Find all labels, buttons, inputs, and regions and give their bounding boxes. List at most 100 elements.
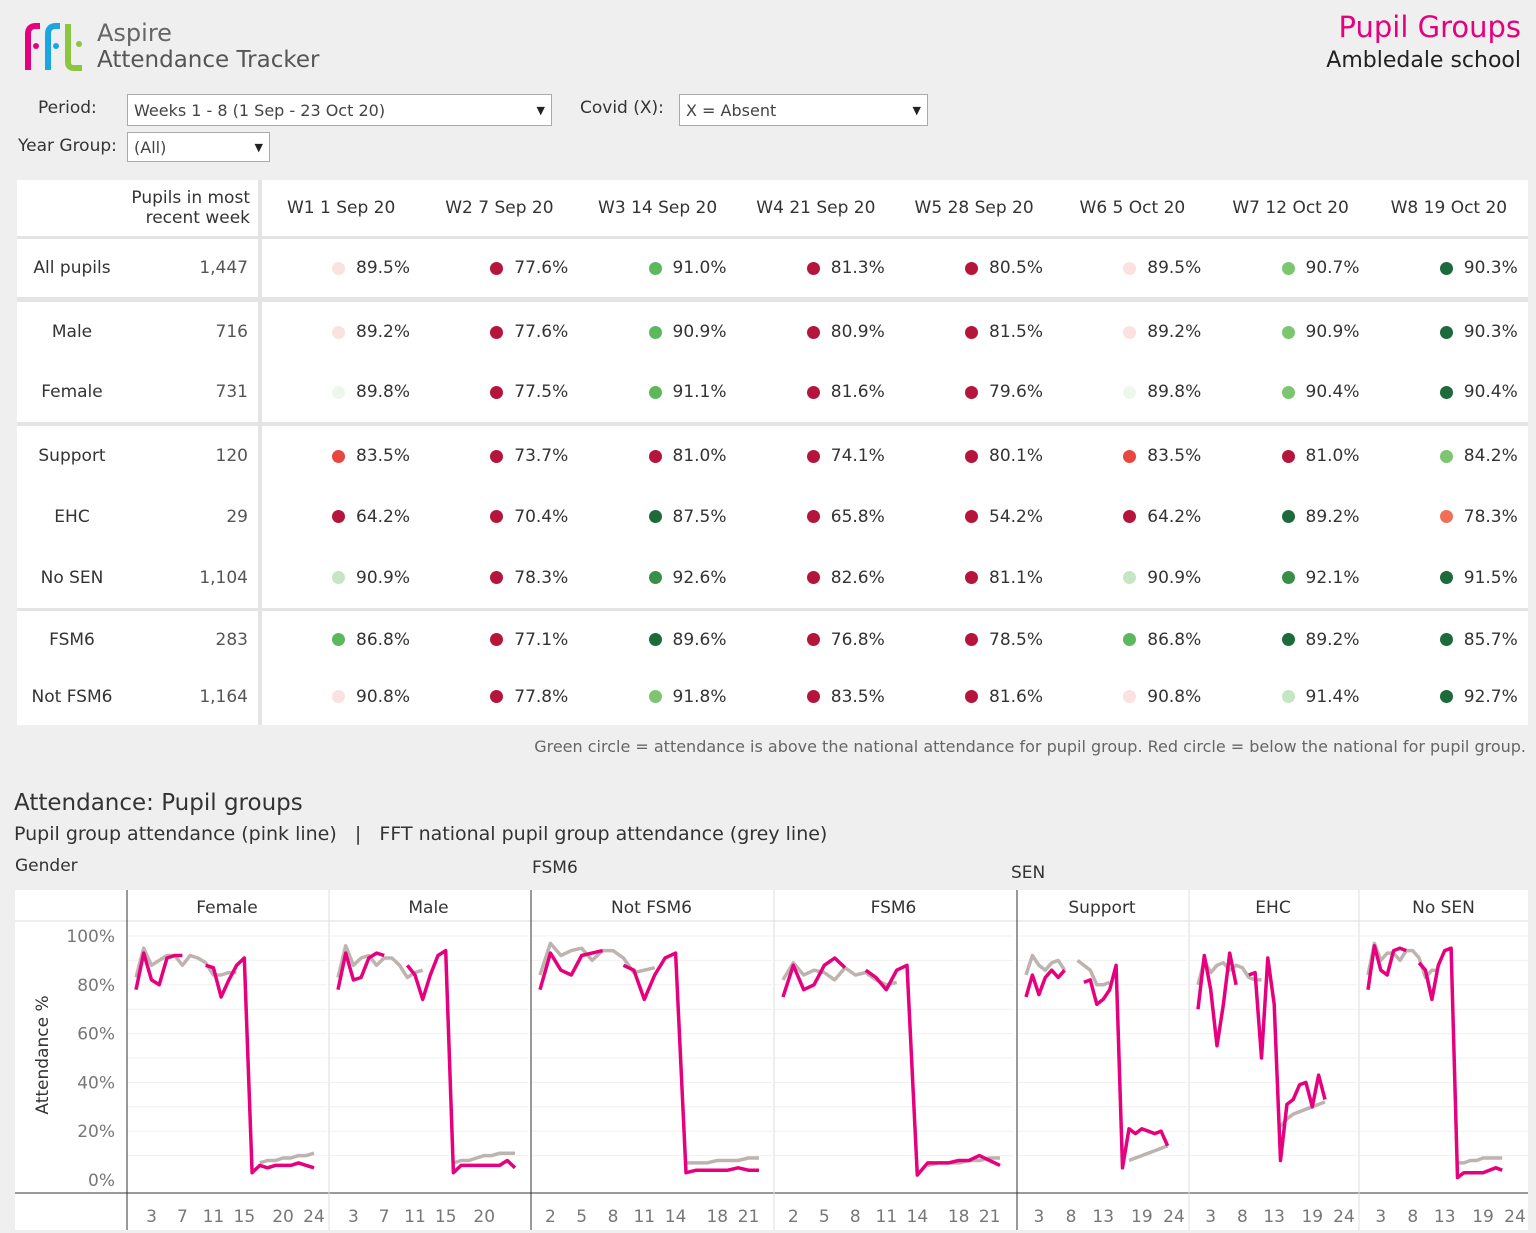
table-cell: 54.2% <box>895 487 1053 548</box>
attendance-value: 90.3% <box>1463 258 1518 278</box>
attendance-value: 64.2% <box>1147 506 1202 527</box>
x-tick-label: 21 <box>738 1207 760 1227</box>
status-dot-icon <box>332 633 345 646</box>
table-cell: 77.5% <box>420 362 578 422</box>
x-tick-label: 20 <box>272 1207 294 1227</box>
attendance-value: 80.1% <box>989 446 1044 467</box>
status-dot-icon <box>490 633 504 646</box>
table-cell: 78.3% <box>1370 487 1528 548</box>
table-cell: 74.1% <box>737 426 895 487</box>
fft-logo <box>25 23 82 71</box>
x-tick-label: 18 <box>706 1207 728 1227</box>
charts-title: Attendance: Pupil groups <box>14 790 303 816</box>
table-cell: 77.1% <box>420 611 578 668</box>
y-tick-label: 60% <box>77 1025 115 1045</box>
x-tick-label: 7 <box>177 1207 188 1227</box>
table-cell: 92.6% <box>579 547 737 608</box>
status-dot-icon <box>806 261 820 275</box>
attendance-value: 91.4% <box>1305 686 1360 707</box>
attendance-value: 90.8% <box>356 686 411 707</box>
attendance-value: 74.1% <box>830 446 885 467</box>
week-header: W5 28 Sep 20 <box>914 198 1034 218</box>
attendance-value: 90.9% <box>672 322 727 342</box>
column-divider <box>258 426 262 487</box>
attendance-value: 86.8% <box>1147 629 1202 650</box>
table-cell: 84.2% <box>1370 426 1528 487</box>
status-dot-icon <box>490 571 504 585</box>
status-dot-icon <box>1281 571 1295 585</box>
status-dot-icon <box>965 690 978 703</box>
status-dot-icon <box>965 510 978 524</box>
attendance-value: 77.1% <box>514 629 569 650</box>
status-dot-icon <box>1123 633 1137 646</box>
column-divider <box>258 302 262 362</box>
table-cell: 81.6% <box>737 362 895 422</box>
status-dot-icon <box>1281 385 1295 399</box>
status-dot-icon <box>648 449 662 463</box>
x-tick-label: 11 <box>876 1207 898 1227</box>
x-tick-label: 20 <box>473 1207 495 1227</box>
attendance-value: 89.2% <box>1305 506 1360 527</box>
status-dot-icon <box>648 571 662 585</box>
attendance-value: 91.5% <box>1463 567 1518 588</box>
x-tick-label: 5 <box>819 1207 830 1227</box>
table-cell: 73.7% <box>420 426 578 487</box>
table-cell: 90.9% <box>579 302 737 362</box>
x-tick-label: 24 <box>1504 1207 1526 1227</box>
covid-select[interactable]: X = Absent ▼ <box>679 94 928 126</box>
x-tick-label: 11 <box>404 1207 426 1227</box>
year-group-select[interactable]: (All) ▼ <box>127 132 270 162</box>
panel-title: EHC <box>1255 898 1290 918</box>
status-dot-icon <box>1439 261 1453 275</box>
status-dot-icon <box>1123 261 1137 275</box>
table-cell: 65.8% <box>737 487 895 548</box>
period-select[interactable]: Weeks 1 - 8 (1 Sep - 23 Oct 20) ▼ <box>127 94 552 126</box>
attendance-value: 77.6% <box>514 322 569 342</box>
pupil-count: 120 <box>215 446 248 467</box>
table-cell: 77.6% <box>420 302 578 362</box>
attendance-value: 89.8% <box>1147 382 1202 402</box>
period-label: Period: <box>38 98 97 118</box>
attendance-value: 65.8% <box>830 506 885 527</box>
pupil-group-line <box>781 956 1001 1177</box>
status-dot-icon <box>965 571 978 585</box>
x-tick-label: 21 <box>979 1207 1001 1227</box>
panel-title: Not FSM6 <box>611 898 692 918</box>
attendance-value: 92.6% <box>672 567 727 588</box>
panel-title: No SEN <box>1412 898 1475 918</box>
table-cell: 90.4% <box>1370 362 1528 422</box>
attendance-value: 90.4% <box>1463 382 1518 402</box>
status-dot-icon <box>332 571 345 585</box>
national-line <box>134 946 315 1165</box>
table-cell: 89.6% <box>579 611 737 668</box>
school-name: Ambledale school <box>1326 48 1521 73</box>
x-tick-label: 19 <box>1301 1207 1323 1227</box>
attendance-value: 83.5% <box>830 686 885 707</box>
covid-value: X = Absent <box>686 100 777 120</box>
status-dot-icon <box>1123 385 1137 399</box>
status-dot-icon <box>648 261 662 275</box>
status-dot-icon <box>806 449 820 463</box>
attendance-value: 81.5% <box>989 322 1044 342</box>
attendance-value: 89.6% <box>672 629 727 650</box>
status-dot-icon <box>1123 690 1137 703</box>
status-dot-icon <box>965 261 978 275</box>
week-header: W2 7 Sep 20 <box>445 198 554 218</box>
row-label: All pupils <box>33 258 111 278</box>
attendance-value: 77.5% <box>514 382 569 402</box>
x-tick-label: 14 <box>907 1207 929 1227</box>
status-dot-icon <box>1281 261 1295 275</box>
pupil-group-line <box>1366 944 1503 1180</box>
x-tick-label: 3 <box>1375 1207 1386 1227</box>
row-label: Not FSM6 <box>31 686 113 707</box>
attendance-value: 90.8% <box>1147 686 1202 707</box>
legend-note: Green circle = attendance is above the n… <box>534 737 1526 756</box>
status-dot-icon <box>1439 325 1453 339</box>
table-row-group: Support 120 83.5% 73.7% 81.0% 74.1% 80.1% 83.5%… <box>17 426 1528 608</box>
attendance-value: 90.7% <box>1305 258 1360 278</box>
attendance-value: 90.9% <box>1305 322 1360 342</box>
app-subtitle: Attendance Tracker <box>97 47 320 73</box>
table-cell: 90.4% <box>1212 362 1370 422</box>
attendance-value: 92.1% <box>1305 567 1360 588</box>
status-dot-icon <box>806 325 820 339</box>
